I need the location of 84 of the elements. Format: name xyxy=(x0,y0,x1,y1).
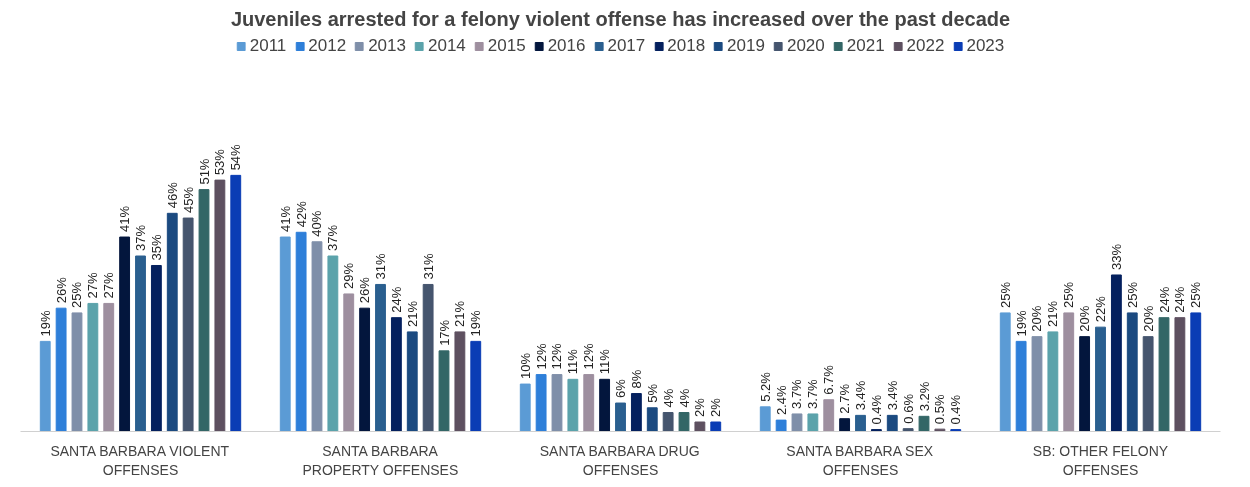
data-label: 51% xyxy=(196,158,212,185)
legend-label: 2023 xyxy=(966,36,1005,56)
legend-label: 2019 xyxy=(727,36,765,56)
data-label: 12% xyxy=(581,343,597,370)
data-label: 40% xyxy=(309,210,325,237)
data-label: 3.4% xyxy=(884,380,900,411)
data-label: 25% xyxy=(69,281,85,308)
data-label: 0.6% xyxy=(900,393,916,424)
data-label: 11% xyxy=(597,348,613,375)
data-label: 21% xyxy=(452,300,468,327)
data-label: 31% xyxy=(373,253,388,280)
data-label: 12% xyxy=(533,343,549,370)
data-label: 41% xyxy=(117,205,133,233)
legend-label: 2020 xyxy=(786,36,825,56)
x-tick-label: SANTA BARBARA VIOLENT OFFENSES xyxy=(50,442,230,478)
legend-label: 2022 xyxy=(906,36,945,56)
data-label: 41% xyxy=(277,205,293,233)
legend-label: 2021 xyxy=(846,36,885,56)
data-label: 25% xyxy=(997,281,1013,308)
chart-title: Juveniles arrested for a felony violent offense has increased over the past decade xyxy=(230,7,1011,30)
data-label: 0.4% xyxy=(948,394,964,425)
data-label: 53% xyxy=(212,148,228,176)
data-label: 37% xyxy=(325,224,341,251)
data-label: 22% xyxy=(1093,295,1108,323)
data-label: 2% xyxy=(708,397,724,418)
data-label: 29% xyxy=(341,262,357,289)
data-label: 24% xyxy=(388,286,404,313)
legend-label: 2015 xyxy=(487,36,526,56)
data-label: 20% xyxy=(1029,305,1045,332)
data-label: 17% xyxy=(436,319,452,346)
x-tick-label: SANTA BARBARA PROPERTY OFFENSES xyxy=(302,442,459,478)
data-label: 3.2% xyxy=(916,381,932,412)
data-label: 4% xyxy=(660,388,676,408)
data-label: 27% xyxy=(101,271,117,299)
x-tick-label: SB: OTHER FELONY OFFENSES xyxy=(1032,442,1169,478)
x-tick-label: SANTA BARBARA DRUG OFFENSES xyxy=(539,442,700,478)
data-label: 20% xyxy=(1077,305,1093,332)
data-label: 24% xyxy=(1172,286,1188,313)
data-label: 4% xyxy=(676,388,692,408)
data-label: 46% xyxy=(164,181,180,209)
data-label: 3.7% xyxy=(805,378,821,409)
legend-label: 2011 xyxy=(249,36,287,56)
data-label: 2% xyxy=(692,397,708,418)
data-label: 25% xyxy=(1124,281,1140,308)
data-label: 12% xyxy=(549,343,565,370)
data-label: 35% xyxy=(148,234,164,261)
data-label: 21% xyxy=(1045,300,1061,327)
data-label: 37% xyxy=(133,224,148,251)
data-label: 54% xyxy=(228,143,244,171)
legend-label: 2012 xyxy=(308,36,347,56)
data-label: 19% xyxy=(468,309,484,337)
data-label: 26% xyxy=(53,276,69,304)
data-label: 31% xyxy=(420,253,436,280)
data-label: 24% xyxy=(1156,286,1172,313)
data-label: 8% xyxy=(628,369,644,389)
data-label: 42% xyxy=(293,200,309,228)
data-label: 19% xyxy=(1013,309,1029,337)
data-label: 6% xyxy=(613,378,628,399)
data-label: 3.7% xyxy=(789,378,805,409)
data-label: 11% xyxy=(565,348,581,375)
data-label: 27% xyxy=(85,271,101,299)
data-label: 5% xyxy=(644,383,660,403)
data-label: 6.7% xyxy=(821,364,837,395)
legend-label: 2013 xyxy=(368,36,406,56)
data-label: 19% xyxy=(37,309,53,337)
data-label: 45% xyxy=(180,186,196,214)
data-label: 33% xyxy=(1108,243,1124,270)
data-label: 0.5% xyxy=(932,394,948,425)
data-label: 2.4% xyxy=(773,385,789,416)
data-label: 5.2% xyxy=(757,371,773,402)
data-label: 0.4% xyxy=(868,394,884,425)
data-label: 25% xyxy=(1061,281,1077,308)
data-label: 2.7% xyxy=(837,383,853,414)
data-label: 26% xyxy=(357,276,373,304)
data-label: 3.4% xyxy=(853,380,868,411)
legend-label: 2016 xyxy=(547,36,586,56)
data-label: 21% xyxy=(404,300,420,327)
data-label: 25% xyxy=(1188,281,1204,308)
data-label: 10% xyxy=(517,352,533,380)
legend-label: 2018 xyxy=(667,36,706,56)
legend-label: 2014 xyxy=(427,36,466,56)
data-label: 20% xyxy=(1140,305,1156,332)
x-tick-label: SANTA BARBARA SEX OFFENSES xyxy=(786,442,934,478)
legend-label: 2017 xyxy=(607,36,646,56)
